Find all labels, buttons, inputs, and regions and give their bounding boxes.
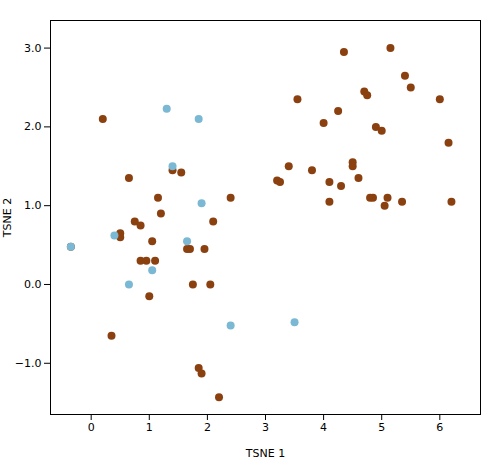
svg-text:3: 3 xyxy=(262,421,269,434)
svg-text:6: 6 xyxy=(436,421,443,434)
svg-text:2: 2 xyxy=(204,421,211,434)
svg-text:0: 0 xyxy=(88,421,95,434)
svg-text:−1.0: −1.0 xyxy=(15,357,42,370)
svg-text:1.0: 1.0 xyxy=(24,199,42,212)
svg-text:0.0: 0.0 xyxy=(24,278,42,291)
svg-text:4: 4 xyxy=(320,421,327,434)
svg-text:5: 5 xyxy=(378,421,385,434)
svg-text:1: 1 xyxy=(146,421,153,434)
svg-text:TSNE 1: TSNE 1 xyxy=(245,447,285,459)
svg-text:3.0: 3.0 xyxy=(24,42,42,55)
svg-text:2.0: 2.0 xyxy=(24,120,42,133)
svg-text:TSNE 2: TSNE 2 xyxy=(1,198,14,238)
